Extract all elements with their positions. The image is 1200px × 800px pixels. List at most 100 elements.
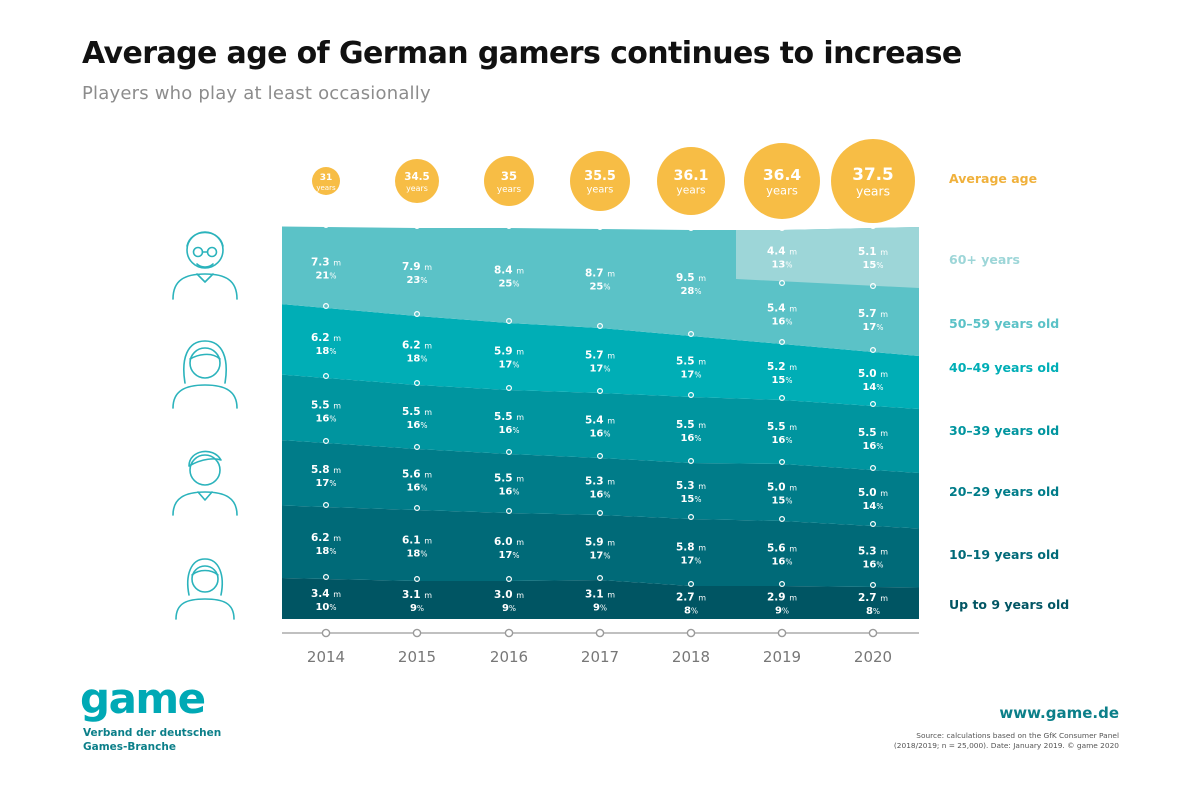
boundary-marker — [414, 311, 421, 318]
percent-label: 28% — [680, 286, 701, 297]
elderly-person-icon — [172, 231, 238, 300]
data-label: 5.9 m 17% — [494, 346, 524, 371]
average-age-unit: years — [587, 185, 614, 196]
average-age-bubble: 35 years — [484, 156, 534, 206]
data-label: 5.6 m 16% — [402, 469, 432, 494]
boundary-marker — [687, 331, 694, 338]
young-man-icon — [172, 450, 238, 516]
percent-label: 9% — [593, 603, 607, 614]
data-label: 5.5 m 16% — [494, 473, 524, 498]
x-tick-label: 2016 — [490, 648, 528, 666]
legend-average-age: Average age — [949, 171, 1038, 186]
boundary-marker — [414, 380, 421, 387]
boundary-marker — [506, 575, 513, 582]
value-label: 5.5 m — [676, 419, 706, 431]
percent-label: 16% — [589, 429, 610, 440]
data-label: 3.1 m 9% — [402, 589, 432, 614]
percent-label: 14% — [862, 382, 883, 393]
percent-label: 8% — [684, 606, 698, 617]
data-label: 6.2 m 18% — [402, 340, 432, 365]
value-label: 5.4 m — [585, 415, 615, 427]
boundary-marker — [323, 222, 330, 229]
area-30-39-years-old — [282, 374, 919, 474]
percent-label: 10% — [315, 602, 336, 613]
average-age-unit: years — [856, 183, 890, 198]
value-label: 5.6 m — [402, 469, 432, 481]
boundary-marker — [596, 224, 603, 231]
legend-item: 50–59 years old — [949, 316, 1060, 331]
percent-label: 25% — [498, 279, 519, 290]
data-label: 9.5 m 28% — [676, 272, 706, 297]
chart-title: Average age of German gamers continues t… — [82, 36, 962, 71]
x-axis-tick — [595, 628, 605, 638]
website-link[interactable]: www.game.de — [999, 704, 1119, 722]
data-label: 3.4 m 10% — [311, 588, 341, 613]
percent-label: 18% — [406, 549, 427, 560]
data-label: 5.3 m 15% — [676, 480, 706, 505]
percent-label: 16% — [771, 435, 792, 446]
legend-item: 10–19 years old — [949, 547, 1060, 562]
data-label: 5.5 m 16% — [676, 419, 706, 444]
value-label: 7.3 m — [311, 257, 341, 269]
boundary-marker — [596, 323, 603, 330]
percent-label: 18% — [315, 546, 336, 557]
boundary-marker — [778, 580, 785, 587]
value-label: 4.4 m — [767, 246, 797, 258]
data-label: 5.5 m 17% — [676, 356, 706, 381]
value-label: 6.2 m — [311, 532, 341, 544]
value-label: 3.0 m — [494, 589, 524, 601]
boundary-marker — [778, 515, 785, 522]
value-label: 5.0 m — [767, 482, 797, 494]
data-label: 5.5 m 16% — [858, 427, 888, 452]
value-label: 6.1 m — [402, 535, 432, 547]
x-tick-label: 2017 — [581, 648, 619, 666]
boundary-marker — [687, 513, 694, 520]
percent-label: 16% — [862, 441, 883, 452]
value-label: 5.6 m — [767, 543, 797, 555]
value-label: 5.5 m — [676, 356, 706, 368]
value-label: 6.2 m — [402, 340, 432, 352]
value-label: 5.8 m — [311, 464, 341, 476]
legend-item: 40–49 years old — [949, 360, 1060, 375]
data-label: 5.9 m 17% — [585, 537, 615, 562]
legend-item: 60+ years — [949, 252, 1020, 267]
x-axis-tick — [412, 628, 422, 638]
boundary-marker — [323, 438, 330, 445]
area-40-49-years-old — [282, 304, 919, 410]
boundary-marker — [506, 385, 513, 392]
percent-label: 17% — [680, 370, 701, 381]
value-label: 3.1 m — [585, 589, 615, 601]
boundary-marker — [414, 223, 421, 230]
value-label: 8.7 m — [585, 268, 615, 280]
value-label: 5.4 m — [767, 303, 797, 315]
chart-subtitle: Players who play at least occasionally — [82, 83, 431, 104]
value-label: 5.8 m — [676, 542, 706, 554]
percent-label: 15% — [680, 494, 701, 505]
percent-label: 16% — [315, 414, 336, 425]
data-label: 5.6 m 16% — [767, 543, 797, 568]
value-label: 2.7 m — [858, 592, 888, 604]
data-label: 5.2 m 15% — [767, 361, 797, 386]
boundary-marker — [596, 574, 603, 581]
boundary-marker — [506, 449, 513, 456]
boundary-marker — [323, 573, 330, 580]
girl-icon — [175, 558, 235, 620]
percent-label: 17% — [498, 550, 519, 561]
percent-label: 9% — [775, 606, 789, 617]
value-label: 5.2 m — [767, 361, 797, 373]
legend-item: Up to 9 years old — [949, 597, 1070, 612]
data-label: 7.9 m 23% — [402, 261, 432, 286]
data-label: 5.0 m 14% — [858, 487, 888, 512]
data-label: 2.7 m 8% — [676, 592, 706, 617]
boundary-marker — [596, 510, 603, 517]
value-label: 9.5 m — [676, 272, 706, 284]
data-label: 6.0 m 17% — [494, 536, 524, 561]
boundary-marker — [323, 502, 330, 509]
data-label: 3.0 m 9% — [494, 589, 524, 614]
boundary-marker — [687, 458, 694, 465]
percent-label: 25% — [589, 282, 610, 293]
